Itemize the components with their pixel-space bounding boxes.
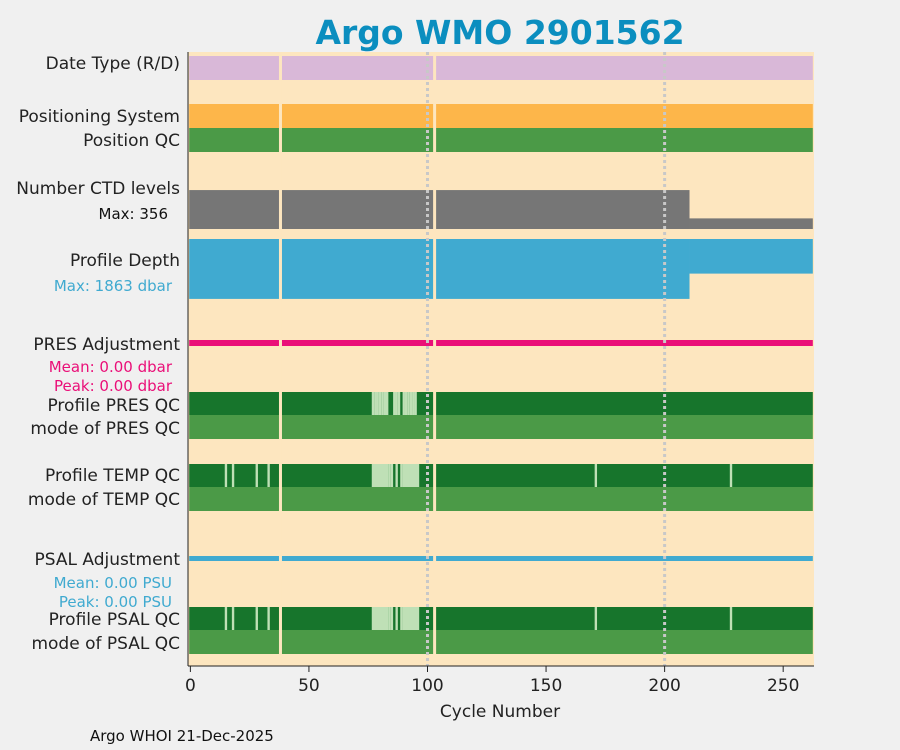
positioning-system-bar [189, 104, 813, 128]
profile-temp-qc-bar-light-cycle [400, 464, 403, 487]
plot-background [188, 52, 814, 666]
profile-pres-qc-bar-light-cycle [383, 392, 386, 415]
x-tick-label: 250 [767, 676, 799, 696]
psal-adjustment-line [189, 556, 813, 561]
profile-temp-qc-bar-light-cycle [407, 464, 410, 487]
profile-pres-qc-bar-light-cycle [381, 392, 384, 415]
profile-pres-qc-bar-light-cycle [374, 392, 377, 415]
profile-psal-qc-bar [189, 607, 813, 630]
missing-cycle-38 [278, 52, 282, 666]
profile-depth-bar [189, 239, 690, 299]
date-type-bar [189, 56, 813, 80]
psal-peak-text: Peak: 0.00 PSU [59, 593, 172, 611]
profile-temp-qc-bar-light-cycle [388, 464, 391, 487]
mode-psal-qc-bar [189, 630, 813, 654]
x-tick-label: 50 [298, 676, 320, 696]
chart-title: Argo WMO 2901562 [315, 13, 684, 52]
row-label-positioning-system: Positioning System [19, 107, 180, 127]
profile-temp-qc-bar-light-cycle [224, 464, 228, 487]
profile-temp-qc-bar-light-cycle [729, 464, 733, 487]
profile-temp-qc-bar-light-cycle [395, 464, 398, 487]
row-label-mode-pres-qc: mode of PRES QC [30, 419, 180, 439]
profile-psal-qc-bar-light-cycle [414, 607, 417, 630]
profile-pres-qc-bar-light-cycle [378, 392, 382, 415]
ctd-levels-bar [689, 218, 813, 229]
profile-pres-qc-bar-light-cycle [412, 392, 415, 415]
missing-cycle-gaps [278, 52, 437, 666]
profile-psal-qc-bar-light-cycle [407, 607, 410, 630]
profile-temp-qc-bar-light-cycle [414, 464, 417, 487]
row-label-position-qc: Position QC [83, 131, 180, 151]
footer-credit: Argo WHOI 21-Dec-2025 [90, 727, 274, 745]
profile-psal-qc-bar-light-cycle [594, 607, 598, 630]
ctd-max-note: Max: 356 [99, 205, 168, 223]
profile-pres-qc-bar-light-cycle [376, 392, 379, 415]
profile-pres-qc-bar-light-cycle [393, 392, 396, 415]
pres-peak-text: Peak: 0.00 dbar [54, 377, 173, 395]
profile-psal-qc-bar-light-cycle [729, 607, 733, 630]
mode-temp-qc-bar [189, 487, 813, 511]
profile-temp-qc-bar-light-cycle [409, 464, 413, 487]
profile-temp-qc-bar-light-cycle [255, 464, 258, 487]
x-axis-label: Cycle Number [440, 702, 560, 722]
row-label-mode-temp-qc: mode of TEMP QC [28, 490, 180, 510]
profile-psal-qc-bar-light-cycle [388, 607, 391, 630]
profile-pres-qc-bar-light-cycle [409, 392, 413, 415]
profile-temp-qc-bar-light-cycle [378, 464, 382, 487]
profile-pres-qc-bar-light-cycle [402, 392, 405, 415]
x-tick-label: 100 [411, 676, 443, 696]
x-tick-label: 200 [648, 676, 680, 696]
row-label-pres-adjustment: PRES Adjustment [33, 335, 180, 355]
profile-pres-qc-bar-light-cycle [371, 392, 375, 415]
profile-psal-qc-bar-light-cycle [395, 607, 398, 630]
profile-pres-qc-bar-light-cycle [385, 392, 389, 415]
profile-psal-qc-bar-light-cycle [224, 607, 228, 630]
gridlines [425, 52, 667, 666]
psal-mean-text: Mean: 0.00 PSU [54, 574, 172, 592]
ctd-levels-bar [189, 190, 690, 229]
row-label-profile-pres-qc: Profile PRES QC [47, 396, 180, 416]
missing-cycle-103 [433, 52, 437, 666]
pres-mean-text: Mean: 0.00 dbar [49, 358, 173, 376]
x-tick-label: 150 [530, 676, 562, 696]
profile-psal-qc-bar-light-cycle [412, 607, 415, 630]
profile-temp-qc-bar-light-cycle [390, 464, 394, 487]
row-label-mode-psal-qc: mode of PSAL QC [31, 634, 180, 654]
profile-temp-qc-bar-light-cycle [374, 464, 377, 487]
profile-psal-qc-bar-light-cycle [267, 607, 270, 630]
row-label-profile-psal-qc: Profile PSAL QC [49, 610, 180, 630]
profile-psal-qc-bar-light-cycle [374, 607, 377, 630]
pres-adjustment-line [189, 340, 813, 346]
row-label-ctd-levels: Number CTD levels [16, 179, 180, 199]
profile-psal-qc-bar-light-cycle [409, 607, 413, 630]
profile-depth-bar [689, 239, 813, 274]
profile-pres-qc-bar-light-cycle [404, 392, 408, 415]
profile-temp-qc-bar-light-cycle [412, 464, 415, 487]
profile-temp-qc-bar [189, 464, 813, 487]
row-label-date-type: Date Type (R/D) [46, 54, 180, 74]
row-label-profile-temp-qc: Profile TEMP QC [45, 466, 180, 486]
profile-psal-qc-bar-light-cycle [390, 607, 394, 630]
profile-pres-qc-bar-light-cycle [395, 392, 398, 415]
profile-psal-qc-bar-light-cycle [378, 607, 382, 630]
profile-pres-qc-bar-light-cycle [397, 392, 401, 415]
mode-pres-qc-bar [189, 415, 813, 439]
profile-pres-qc-bar [189, 392, 813, 415]
row-label-profile-depth: Profile Depth [70, 251, 180, 271]
profile-temp-qc-bar-light-cycle [267, 464, 270, 487]
profile-psal-qc-bar-light-cycle [255, 607, 258, 630]
x-axis: 0 50 100 150 200 250 [185, 52, 814, 696]
x-tick-label: 0 [185, 676, 196, 696]
bars-layer [189, 56, 813, 654]
row-label-psal-adjustment: PSAL Adjustment [35, 550, 181, 570]
depth-max-note: Max: 1863 dbar [54, 277, 173, 295]
profile-temp-qc-bar-light-cycle [594, 464, 598, 487]
profile-psal-qc-bar-light-cycle [231, 607, 235, 630]
profile-pres-qc-bar-light-cycle [407, 392, 410, 415]
profile-pres-qc-bar-light-cycle [414, 392, 417, 415]
profile-temp-qc-bar-light-cycle [231, 464, 235, 487]
profile-psal-qc-bar-light-cycle [400, 607, 403, 630]
position-qc-bar [189, 128, 813, 152]
